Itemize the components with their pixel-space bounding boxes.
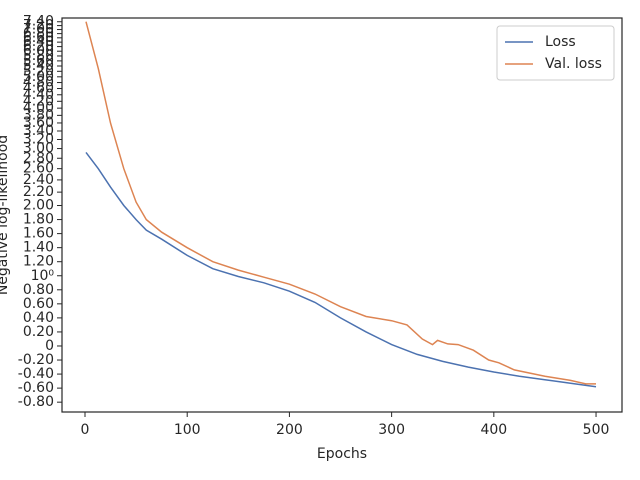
y-tick-label: 3.60 bbox=[23, 115, 54, 131]
y-tick-label: 4.00 bbox=[23, 100, 54, 116]
y-tick-label: 4.60 bbox=[23, 81, 54, 97]
y-tick-label: 2.20 bbox=[23, 184, 54, 200]
x-tick-label: 500 bbox=[583, 422, 610, 438]
x-tick-label: 0 bbox=[81, 422, 90, 438]
y-tick-label: 6.80 bbox=[23, 26, 54, 42]
y-tick-label: 3.20 bbox=[23, 132, 54, 148]
y-axis-label: Negative log-likelihood bbox=[0, 135, 11, 295]
y-tick-label: 4.80 bbox=[23, 75, 54, 91]
y-tick-label: -0.80 bbox=[18, 394, 54, 410]
y-tick-label: 7.00 bbox=[23, 22, 54, 38]
y-tick-label: 0.80 bbox=[23, 282, 54, 298]
y-tick-label: 5.20 bbox=[23, 63, 54, 79]
y-tick-label: -0.20 bbox=[18, 352, 54, 368]
legend-box bbox=[496, 25, 615, 81]
y-tick-label: 5.80 bbox=[23, 48, 54, 64]
y-tick-label: 5.00 bbox=[23, 69, 54, 85]
y-tick-label: 1.60 bbox=[23, 226, 54, 242]
y-tick-label: 0.20 bbox=[23, 324, 54, 340]
y-tick-label: 0.60 bbox=[23, 296, 54, 312]
plot-frame bbox=[61, 17, 623, 413]
y-tick-label: 0.40 bbox=[23, 310, 54, 326]
y-tick-label: 5.40 bbox=[23, 58, 54, 74]
y-tick-label: 1.40 bbox=[23, 240, 54, 256]
y-tick-label: 4.40 bbox=[23, 87, 54, 103]
x-tick-label: 100 bbox=[174, 422, 201, 438]
x-tick-label: 200 bbox=[276, 422, 303, 438]
y-tick-label: 1.80 bbox=[23, 212, 54, 228]
x-tick-label: 400 bbox=[480, 422, 507, 438]
y-tick-label: 5.60 bbox=[23, 53, 54, 69]
y-tick-label: 6.40 bbox=[23, 34, 54, 50]
y-tick-label: 7.20 bbox=[23, 18, 54, 34]
y-tick-label: 6.00 bbox=[23, 43, 54, 59]
y-tick-label: 2.80 bbox=[23, 150, 54, 166]
y-tick-label: -0.60 bbox=[18, 380, 54, 396]
y-tick-label: 4.20 bbox=[23, 93, 54, 109]
y-tick-label: 1.20 bbox=[23, 254, 54, 270]
y-tick-label: 2.60 bbox=[23, 161, 54, 177]
y-tick-label: 7.40 bbox=[23, 14, 54, 30]
y-tick-label: 3.00 bbox=[23, 141, 54, 157]
y-tick-label: 2.00 bbox=[23, 198, 54, 214]
y-tick-label: 2.40 bbox=[23, 172, 54, 188]
x-tick-label: 300 bbox=[378, 422, 405, 438]
legend-label: Loss bbox=[545, 34, 576, 50]
y-tick-label: 3.80 bbox=[23, 107, 54, 123]
x-axis-label: Epochs bbox=[317, 446, 367, 462]
y-tick-label: 6.60 bbox=[23, 30, 54, 46]
y-tick-label: -0.40 bbox=[18, 366, 54, 382]
line bbox=[85, 21, 596, 385]
y-tick-label: 3.40 bbox=[23, 123, 54, 139]
y-tick-label: 0 bbox=[45, 338, 54, 354]
legend-label: Val. loss bbox=[545, 56, 602, 72]
line bbox=[85, 151, 597, 388]
y-tick-label: 6.20 bbox=[23, 39, 54, 55]
y-tick-label: 10⁰ bbox=[31, 268, 55, 284]
